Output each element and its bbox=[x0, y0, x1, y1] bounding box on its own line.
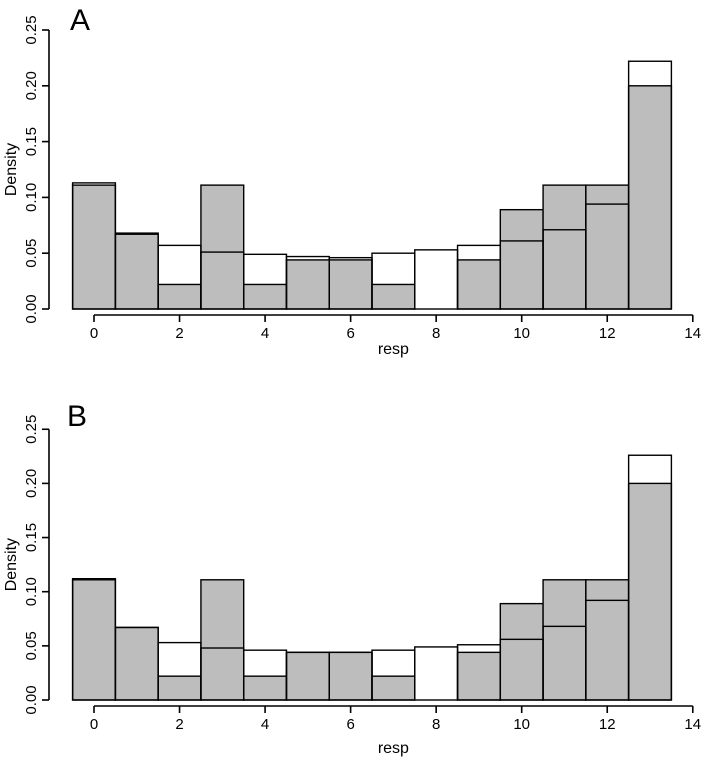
y-tick-label: 0.05 bbox=[23, 239, 40, 268]
x-tick-label: 14 bbox=[684, 325, 701, 342]
y-tick-label: 0.25 bbox=[23, 415, 40, 444]
bar-observed-A-3 bbox=[200, 184, 245, 310]
x-tick-label: 2 bbox=[175, 716, 183, 733]
bar-observed-A-12 bbox=[585, 184, 630, 310]
bar-observed-A-13 bbox=[627, 85, 673, 310]
bar-observed-B-1 bbox=[114, 626, 159, 701]
bar-observed-B-13 bbox=[627, 482, 673, 701]
bar-observed-B-11 bbox=[542, 579, 587, 701]
x-tick-label: 2 bbox=[175, 325, 183, 342]
x-tick-label: 12 bbox=[599, 716, 616, 733]
bar-observed-B-10 bbox=[499, 602, 544, 701]
bar-observed-A-2 bbox=[157, 283, 202, 310]
bar-observed-A-11 bbox=[542, 184, 587, 310]
bar-overlay-A-8 bbox=[414, 249, 459, 310]
panel-B: 0.00 0.05 0.10 0.15 0.20 0.25 0 2 4 6 8 10 12 14 resp D… bbox=[3, 400, 701, 757]
x-tick-label: 0 bbox=[90, 325, 98, 342]
bar-observed-B-2 bbox=[157, 675, 202, 701]
x-tick-label: 4 bbox=[261, 716, 269, 733]
bar-observed-A-7 bbox=[371, 283, 416, 310]
bar-observed-B-12 bbox=[585, 579, 630, 701]
bar-observed-B-0 bbox=[71, 579, 117, 701]
bar-observed-A-1 bbox=[114, 233, 159, 310]
x-tick-label: 0 bbox=[90, 716, 98, 733]
bar-observed-B-3 bbox=[200, 579, 245, 701]
y-axis-label: Density bbox=[3, 538, 20, 591]
y-tick-label: 0.05 bbox=[23, 631, 40, 660]
bar-observed-B-9 bbox=[456, 651, 502, 701]
y-tick-label: 0.00 bbox=[23, 685, 40, 714]
y-axis-label: Density bbox=[3, 143, 20, 196]
x-tick-label: 12 bbox=[599, 325, 616, 342]
bar-observed-A-9 bbox=[456, 259, 502, 310]
bar-observed-A-5 bbox=[285, 259, 330, 310]
panel-title-A: A bbox=[70, 4, 90, 37]
x-tick-label: 8 bbox=[432, 716, 440, 733]
panel-A: 0.00 0.05 0.10 0.15 0.20 0.25 0 2 4 6 8 10 12 14 resp D… bbox=[3, 4, 701, 358]
y-tick-label: 0.25 bbox=[23, 15, 40, 44]
y-tick-label: 0.10 bbox=[23, 577, 40, 606]
y-tick-label: 0.10 bbox=[23, 183, 40, 212]
x-tick-label: 14 bbox=[684, 716, 701, 733]
y-tick-label: 0.15 bbox=[23, 127, 40, 156]
x-tick-label: 6 bbox=[346, 716, 354, 733]
panel-title-B: B bbox=[67, 400, 87, 433]
x-tick-label: 10 bbox=[513, 325, 530, 342]
x-tick-label: 6 bbox=[346, 325, 354, 342]
y-tick-label: 0.20 bbox=[23, 71, 40, 100]
y-tick-label: 0.00 bbox=[23, 294, 40, 323]
x-axis-label: resp bbox=[378, 740, 409, 757]
bar-observed-B-6 bbox=[328, 651, 373, 701]
x-axis-label: resp bbox=[378, 341, 409, 358]
bar-observed-A-6 bbox=[328, 259, 373, 310]
bar-observed-A-10 bbox=[499, 208, 544, 310]
bar-overlay-B-8 bbox=[414, 646, 459, 701]
bar-observed-B-7 bbox=[371, 675, 416, 701]
bar-observed-A-4 bbox=[242, 283, 288, 310]
x-tick-label: 8 bbox=[432, 325, 440, 342]
bar-observed-B-5 bbox=[285, 651, 330, 701]
bar-observed-A-0 bbox=[71, 184, 117, 310]
bar-overlay-B-13 bbox=[627, 454, 673, 701]
y-tick-label: 0.20 bbox=[23, 469, 40, 498]
x-tick-label: 4 bbox=[261, 325, 269, 342]
bar-observed-B-4 bbox=[242, 675, 288, 701]
y-tick-label: 0.15 bbox=[23, 523, 40, 552]
x-tick-label: 10 bbox=[513, 716, 530, 733]
bar-overlay-A-13 bbox=[627, 60, 673, 310]
